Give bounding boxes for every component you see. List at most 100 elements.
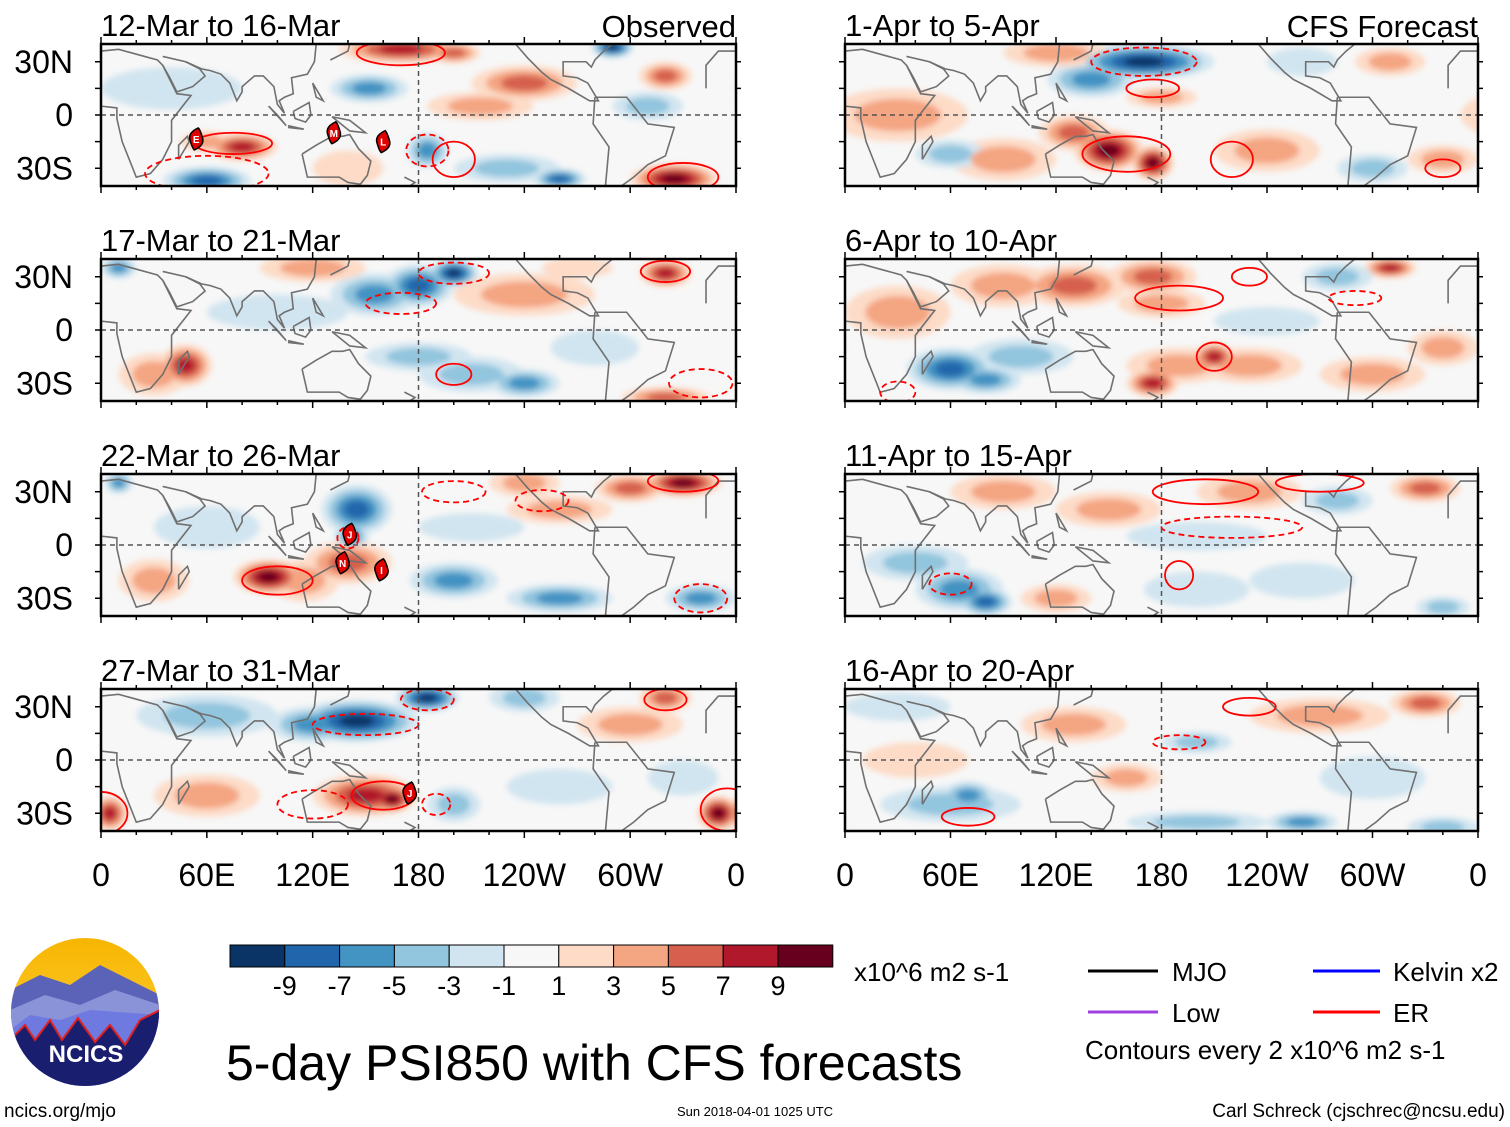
anomaly-fill: [1023, 44, 1089, 62]
longitude-label: 60W: [597, 857, 664, 893]
legend: MJO Kelvin x2 Low ER Contours every 2 x1…: [1085, 957, 1499, 1065]
coastline: [1074, 760, 1112, 779]
longitude-label: 120W: [483, 857, 567, 893]
anomaly-fill: [312, 150, 384, 186]
er-contour-negative: [417, 261, 490, 285]
anomaly-fill: [1315, 491, 1359, 510]
er-contour-positive: [646, 162, 720, 186]
coastline: [1334, 527, 1353, 616]
longitude-label: 120E: [275, 857, 350, 893]
anomaly-fill: [437, 793, 471, 816]
anomaly-fill: [645, 392, 686, 401]
anomaly-fill: [502, 474, 547, 492]
contour-note: Contours every 2 x10^6 m2 s-1: [1085, 1035, 1445, 1065]
storm-label: N: [339, 559, 346, 570]
footer-author: Carl Schreck (cjschrec@ncsu.edu): [1212, 1101, 1505, 1122]
anomaly-fill: [788, 337, 831, 359]
anomaly-fill: [1104, 769, 1148, 787]
anomaly-fill: [736, 260, 777, 277]
footer-timestamp: Sun 2018-04-01 1025 UTC: [677, 1104, 833, 1119]
latitude-label: 0: [55, 312, 73, 348]
er-contour-positive: [435, 362, 473, 386]
observed-label: Observed: [602, 9, 736, 44]
anomaly-fill: [777, 482, 808, 495]
anomaly-fill: [101, 67, 243, 110]
anomaly-fill: [132, 567, 176, 594]
anomaly-fill: [1368, 53, 1412, 71]
panel-title: 17-Mar to 21-Mar: [101, 223, 340, 258]
anomaly-fill: [767, 478, 818, 499]
longitude-label: 0: [92, 857, 110, 893]
er-contour-negative: [364, 291, 438, 315]
anomaly-fill: [191, 175, 223, 186]
anomaly-fill: [614, 481, 646, 495]
ncics-logo: NCICS: [11, 938, 159, 1086]
colorbar-label: 3: [606, 971, 621, 1001]
anomaly-fill: [500, 75, 548, 91]
map-panel: 6-Apr to 10-Apr: [736, 223, 1483, 408]
tropical-cyclone-icon: L: [375, 129, 391, 154]
tropical-cyclone-icon: J: [342, 522, 358, 547]
colorbar-swatch: [448, 944, 505, 968]
er-contour-negative: [336, 526, 360, 550]
er-contour-negative: [1090, 46, 1198, 77]
footer-url[interactable]: ncics.org/mjo: [4, 1101, 116, 1122]
anomaly-fill: [970, 480, 1036, 503]
anomaly-fill: [550, 330, 639, 366]
colorbar-swatch: [667, 944, 724, 968]
anomaly-fill: [1098, 144, 1119, 157]
er-contour-positive: [1274, 474, 1365, 493]
coastline: [1074, 330, 1112, 349]
latitude-label: 0: [55, 742, 73, 778]
anomaly-fill: [794, 344, 847, 387]
anomaly-fill: [1496, 742, 1510, 778]
er-contour-negative: [668, 368, 734, 399]
coastline: [101, 263, 193, 394]
coastline: [331, 330, 369, 349]
anomaly-fill: [746, 263, 762, 272]
coastline: [1011, 750, 1031, 772]
anomaly-fill: [1249, 562, 1355, 599]
anomaly-fill: [626, 97, 670, 115]
coastline: [292, 316, 312, 339]
anomaly-fill: [783, 596, 836, 617]
anomaly-fill: [385, 794, 399, 804]
panel-title: 11-Apr to 15-Apr: [845, 438, 1072, 473]
anomaly-fill: [811, 358, 829, 373]
er-contour-positive: [940, 807, 996, 827]
coastline: [1334, 97, 1353, 186]
coastline: [845, 48, 937, 179]
coastline: [101, 478, 193, 609]
coastline: [185, 689, 317, 759]
anomaly-fill: [1076, 498, 1142, 521]
anomaly-fill: [446, 269, 461, 278]
longitude-label: 60E: [178, 857, 235, 893]
coastline: [267, 750, 287, 772]
coastline: [185, 474, 317, 544]
coastline: [1044, 563, 1115, 616]
anomaly-fill: [740, 472, 768, 493]
er-contour-negative: [276, 789, 349, 820]
coastline: [329, 259, 351, 276]
anomaly-fill: [0, 482, 11, 495]
latitude-label: 30N: [14, 44, 73, 80]
er-contour-positive: [1151, 478, 1260, 506]
map-panel: 16-Apr to 20-Apr: [839, 653, 1510, 838]
anomaly-fill: [1146, 354, 1212, 377]
coastline: [1044, 133, 1115, 186]
coastline: [929, 44, 1061, 114]
coastline: [292, 101, 312, 124]
coastline: [329, 474, 351, 491]
anomaly-fill: [0, 97, 35, 114]
anomaly-fill: [77, 808, 89, 818]
er-contour-positive: [699, 787, 736, 831]
anomaly-fill: [0, 92, 48, 120]
anomaly-fill: [970, 373, 1002, 387]
coastline: [1035, 531, 1056, 554]
storm-label: I: [380, 566, 383, 577]
anomaly-fill: [385, 347, 452, 366]
coastline: [705, 695, 736, 734]
anomaly-fill: [712, 808, 725, 819]
anomaly-fill: [1421, 820, 1465, 831]
anomaly-fill: [541, 259, 613, 279]
